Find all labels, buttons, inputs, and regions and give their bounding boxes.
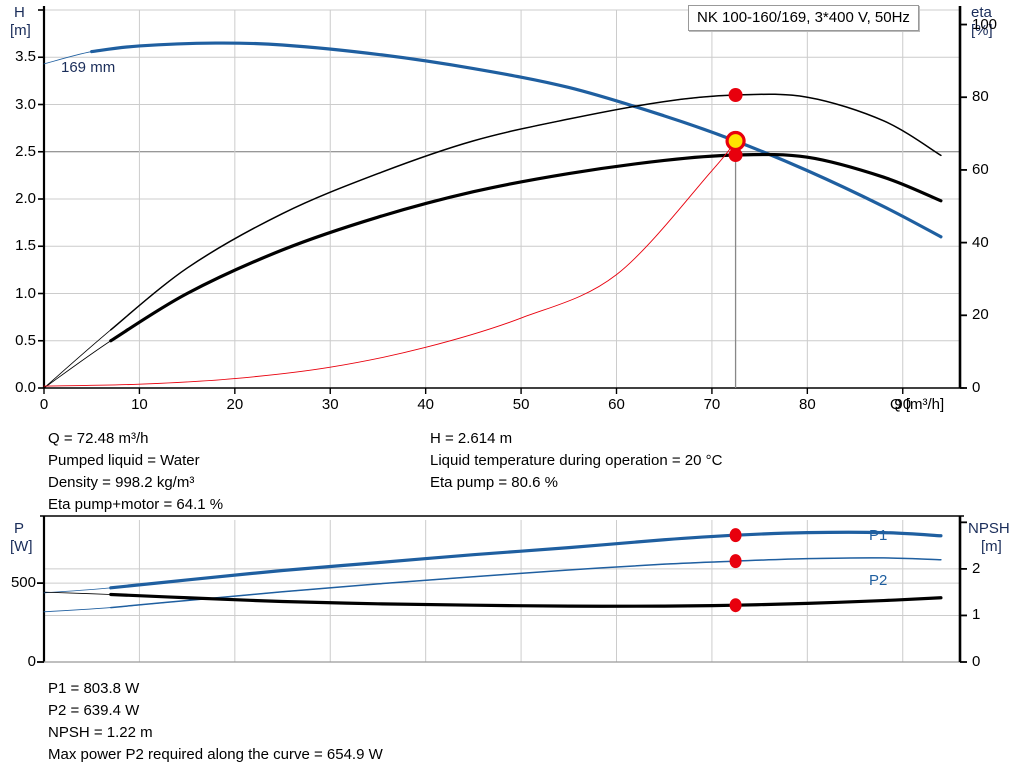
top-y-left-tick-6: 3.0 (15, 95, 36, 113)
top-y-right-tick-2: 40 (972, 233, 989, 251)
top-x-tick-9: 90 (894, 396, 912, 413)
top-y-left-axis-unit: [m] (10, 22, 31, 39)
bottom-y-left-axis-title: P (14, 520, 25, 537)
bottom-y-left-tick-0: 0 (27, 653, 36, 670)
top-y-right-tick-0: 0 (972, 379, 981, 396)
top-y-right-axis-unit: [%] (971, 22, 993, 39)
top-y-left-tick-5: 2.5 (15, 142, 36, 160)
info-temp: Liquid temperature during operation = 20… (430, 452, 723, 469)
info-eta-pump: Eta pump = 80.6 % (430, 474, 558, 491)
top-y-right-tick-4: 80 (972, 88, 989, 106)
series-label-p1: P1 (869, 527, 888, 544)
top-x-tick-6: 60 (608, 396, 625, 413)
top-y-left-tick-0: 0.0 (15, 379, 36, 396)
bottom-chart-canvas (37, 515, 967, 663)
top-x-tick-8: 80 (798, 396, 816, 413)
top-y-right-axis-title: eta (971, 4, 992, 21)
info-eta-total: Eta pump+motor = 64.1 % (48, 496, 224, 513)
bottom-y-right-axis-unit: [m] (981, 538, 1002, 555)
top-y-left-tick-2: 1.0 (15, 284, 36, 302)
top-y-left-tick-3: 1.5 (15, 237, 36, 255)
top-y-left-tick-7: 3.5 (15, 48, 36, 66)
top-y-right-tick-5: 100 (972, 15, 998, 33)
info-max-power: Max power P2 required along the curve = … (48, 746, 383, 763)
top-y-left-axis-title: H (14, 4, 25, 21)
bottom-y-right-tick-0: 0 (972, 653, 981, 670)
top-y-right-tick-1: 20 (972, 306, 989, 324)
top-x-axis-label: Q [m³/h] (890, 396, 945, 413)
top-y-left-tick-4: 2.0 (15, 190, 36, 207)
bottom-y-left-axis-unit: [W] (10, 538, 33, 555)
top-x-tick-3: 30 (321, 396, 339, 413)
info-liquid: Pumped liquid = Water (48, 452, 200, 469)
top-x-tick-5: 50 (512, 396, 530, 413)
info-q: Q = 72.48 m³/h (48, 430, 149, 447)
top-x-tick-0: 0 (39, 396, 49, 413)
bottom-y-right-axis-title: NPSH (968, 520, 1010, 537)
top-chart-canvas (38, 6, 967, 394)
bottom-y-right-tick-1: 1 (972, 606, 981, 624)
info-p1: P1 = 803.8 W (48, 680, 140, 697)
pump-model-title-box: NK 100-160/169, 3*400 V, 50Hz (688, 5, 919, 31)
top-y-left-tick-1: 0.5 (15, 331, 36, 349)
info-h: H = 2.614 m (430, 430, 513, 447)
top-x-tick-2: 20 (226, 396, 244, 413)
series-label-p2: P2 (869, 572, 888, 589)
impeller-diameter-label: 169 mm (61, 59, 116, 76)
bottom-y-left-tick-1: 500 (10, 574, 36, 592)
top-y-right-tick-3: 60 (972, 160, 989, 178)
bottom-y-right-tick-2: 2 (972, 559, 981, 577)
info-npsh: NPSH = 1.22 m (48, 724, 153, 741)
info-density: Density = 998.2 kg/m³ (48, 474, 195, 491)
top-x-tick-4: 40 (417, 396, 434, 413)
top-x-tick-1: 10 (131, 396, 148, 413)
info-p2: P2 = 639.4 W (48, 702, 140, 719)
top-x-tick-7: 70 (703, 396, 721, 413)
